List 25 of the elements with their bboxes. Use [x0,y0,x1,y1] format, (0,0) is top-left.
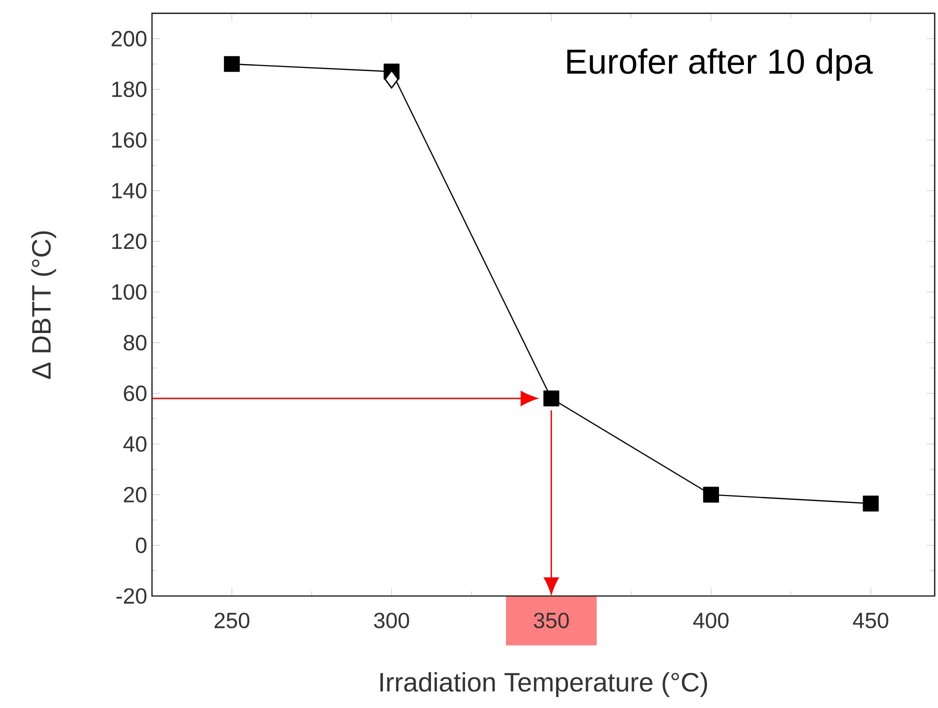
y-tick-label: 0 [136,538,146,554]
point [543,390,560,406]
x-tick-label: 350 [534,612,569,628]
x-tick-label: 300 [374,612,410,628]
y-tick-label: 60 [124,386,146,402]
y-axis-title: Δ DBTT (°C) [31,231,56,379]
y-tick-label: 20 [124,486,146,502]
x-axis-title: Irradiation Temperature (°C) [380,672,708,697]
x-tick-label: 400 [693,612,729,628]
point [703,486,719,503]
point [862,496,879,512]
y-tick-label: 200 [112,30,146,46]
y-tick-label: 80 [124,334,146,350]
y-tick-label: -20 [116,588,146,604]
point [384,70,399,89]
y-tick-label: 120 [112,234,146,250]
x-tick-label: 250 [214,612,250,628]
y-tick-label: 40 [123,436,146,452]
x-tick-label: 450 [852,612,888,628]
y-tick-label: 160 [112,132,146,148]
y-tick-label: 180 [112,82,146,98]
y-tick-label: 100 [112,284,146,300]
point [224,56,240,72]
annotation: Eurofer after 10 dpa [567,48,873,81]
y-tick-label: 140 [112,182,146,198]
